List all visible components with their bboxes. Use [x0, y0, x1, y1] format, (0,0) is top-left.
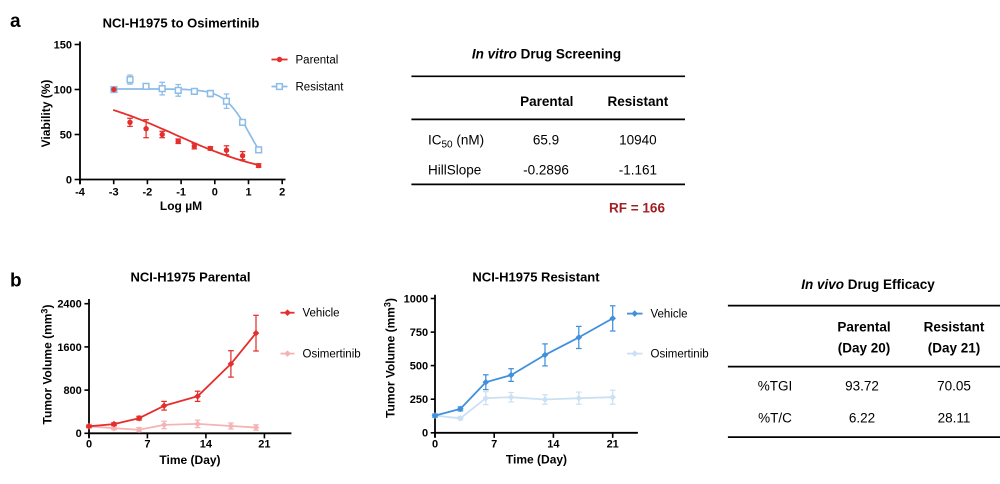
svg-text:750: 750 [410, 327, 428, 339]
svg-text:28.11: 28.11 [938, 411, 971, 426]
svg-text:150: 150 [54, 39, 72, 51]
svg-text:Viability (%): Viability (%) [39, 80, 53, 148]
svg-text:-4: -4 [75, 187, 86, 199]
svg-text:Osimertinib: Osimertinib [303, 349, 361, 361]
svg-text:b: b [10, 271, 22, 292]
svg-text:6.22: 6.22 [849, 411, 875, 426]
svg-text:0: 0 [66, 174, 72, 186]
svg-text:HillSlope: HillSlope [428, 163, 481, 178]
svg-text:(Day 20): (Day 20) [838, 341, 891, 356]
svg-text:Resistant: Resistant [296, 81, 345, 93]
svg-text:Parental: Parental [520, 94, 573, 109]
svg-text:1: 1 [245, 187, 251, 199]
svg-text:Tumor Volume (mm3): Tumor Volume (mm3) [40, 305, 55, 425]
svg-text:500: 500 [410, 361, 428, 373]
svg-text:In vivo Drug Efficacy: In vivo Drug Efficacy [801, 277, 935, 292]
svg-text:2400: 2400 [57, 299, 81, 311]
svg-text:In vitro Drug Screening: In vitro Drug Screening [472, 47, 621, 62]
svg-text:-0.2896: -0.2896 [523, 163, 569, 178]
svg-text:70.05: 70.05 [937, 379, 971, 394]
svg-text:Time (Day): Time (Day) [159, 453, 220, 467]
svg-text:%T/C: %T/C [758, 411, 792, 426]
svg-text:10940: 10940 [619, 133, 657, 148]
svg-text:Log µM: Log µM [160, 199, 202, 213]
svg-text:NCI-H1975 Parental: NCI-H1975 Parental [131, 269, 251, 284]
svg-text:0: 0 [212, 187, 218, 199]
svg-text:Time (Day): Time (Day) [506, 453, 567, 467]
svg-text:NCI-H1975 Resistant: NCI-H1975 Resistant [472, 269, 600, 284]
svg-text:14: 14 [547, 439, 560, 451]
svg-text:7: 7 [491, 439, 497, 451]
svg-text:Vehicle: Vehicle [303, 308, 340, 320]
svg-text:50: 50 [60, 129, 72, 141]
svg-text:0: 0 [422, 428, 428, 440]
svg-text:-1.161: -1.161 [619, 163, 657, 178]
svg-text:Osimertinib: Osimertinib [651, 349, 709, 361]
svg-text:Tumor Volume (mm3): Tumor Volume (mm3) [383, 298, 398, 418]
svg-text:Resistant: Resistant [608, 94, 669, 109]
svg-text:IC50 (nM): IC50 (nM) [428, 133, 484, 151]
svg-text:0: 0 [76, 428, 82, 440]
svg-text:1000: 1000 [404, 293, 428, 305]
svg-text:2: 2 [279, 187, 285, 199]
svg-text:21: 21 [258, 439, 270, 451]
svg-text:RF = 166: RF = 166 [609, 201, 665, 216]
svg-text:Vehicle: Vehicle [651, 309, 688, 321]
svg-text:1600: 1600 [57, 342, 81, 354]
svg-text:93.72: 93.72 [845, 379, 879, 394]
svg-text:Resistant: Resistant [924, 319, 985, 334]
svg-text:%TGI: %TGI [758, 379, 793, 394]
svg-text:a: a [10, 11, 21, 32]
svg-text:65.9: 65.9 [533, 133, 559, 148]
svg-text:800: 800 [63, 385, 81, 397]
svg-text:-2: -2 [143, 187, 153, 199]
svg-text:NCI-H1975 to Osimertinib: NCI-H1975 to Osimertinib [103, 15, 260, 30]
svg-text:0: 0 [86, 439, 92, 451]
svg-text:0: 0 [432, 439, 438, 451]
svg-text:21: 21 [607, 439, 619, 451]
svg-text:(Day 21): (Day 21) [928, 341, 981, 356]
svg-text:-3: -3 [109, 187, 119, 199]
svg-text:-1: -1 [176, 187, 186, 199]
svg-text:Parental: Parental [837, 319, 890, 334]
svg-text:Parental: Parental [296, 54, 339, 66]
svg-text:7: 7 [144, 439, 150, 451]
svg-text:100: 100 [54, 84, 72, 96]
svg-text:14: 14 [200, 439, 213, 451]
svg-text:250: 250 [410, 394, 428, 406]
